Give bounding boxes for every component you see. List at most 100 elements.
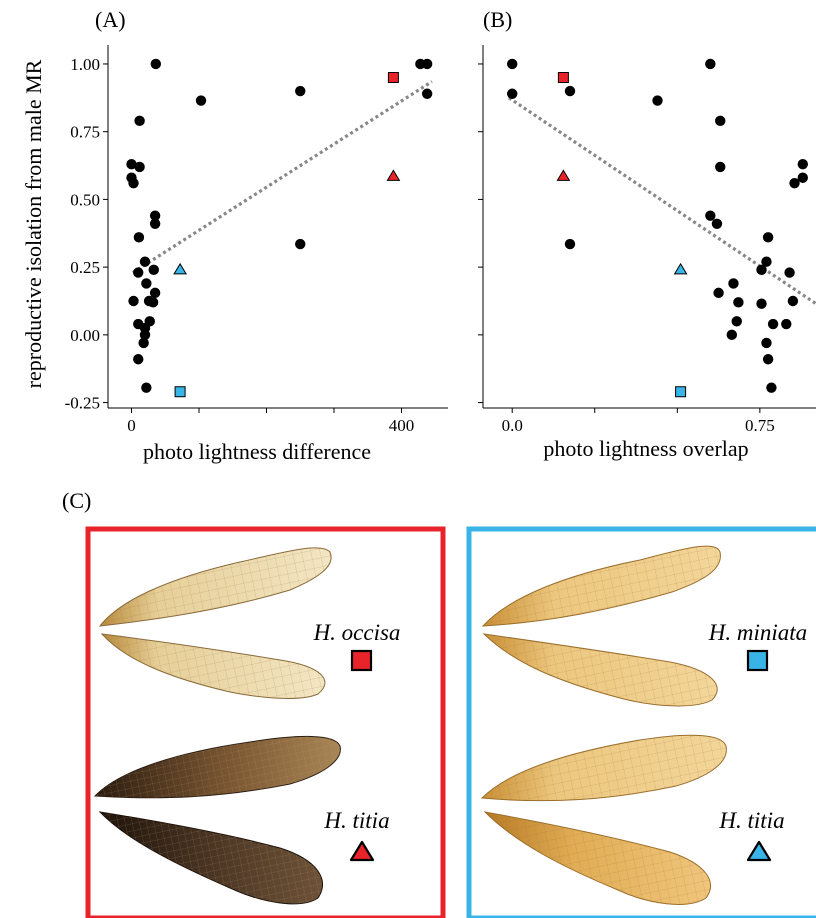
data-point xyxy=(133,232,145,243)
panel-b-points xyxy=(507,58,808,393)
data-point xyxy=(781,318,792,330)
data-point xyxy=(138,337,149,349)
data-point xyxy=(126,158,137,170)
data-point xyxy=(128,295,139,307)
species-marker-triangle-blue xyxy=(173,262,187,275)
data-point xyxy=(789,177,800,189)
panel-a-x-ticks: 0 400 xyxy=(127,408,414,435)
wing-photo-titia-amber xyxy=(480,734,727,905)
y-tick-label: 0.25 xyxy=(70,258,100,277)
y-tick-label: -0.25 xyxy=(65,394,100,413)
data-point xyxy=(713,287,724,299)
species-marker-triangle-red xyxy=(556,169,571,181)
panel-c-label: (C) xyxy=(62,488,91,513)
y-tick-label: 1.00 xyxy=(70,55,100,74)
species-marker-triangle-blue xyxy=(673,262,688,275)
wing-photo-titia-dark xyxy=(93,735,341,905)
legend-triangle-red xyxy=(349,840,375,862)
species-marker-square-red xyxy=(387,72,399,84)
data-point xyxy=(733,297,744,308)
data-point xyxy=(756,298,767,309)
data-point xyxy=(705,210,716,221)
panel-a-y-ticks: -0.25 0.00 0.25 0.50 0.75 1.00 xyxy=(65,55,108,413)
data-point xyxy=(139,329,151,341)
panel-c: (C) H. occisa H. titia xyxy=(62,488,816,918)
data-point xyxy=(652,95,663,106)
data-point xyxy=(705,58,716,70)
wing-photo-miniata xyxy=(481,545,721,707)
x-tick-label: 0 xyxy=(127,416,136,435)
species-label-miniata: H. miniata xyxy=(708,620,807,645)
data-point xyxy=(564,85,576,97)
data-point xyxy=(133,354,144,365)
data-point xyxy=(128,177,139,189)
panel-b-x-axis-title: photo lightness overlap xyxy=(543,436,748,461)
data-point xyxy=(149,210,161,221)
panel-a-species-markers xyxy=(173,72,401,398)
panel-b-species-markers xyxy=(556,72,688,398)
wing-box-left: H. occisa H. titia xyxy=(85,526,446,918)
wing-box-right: H. miniata H. titia xyxy=(466,526,816,918)
data-point xyxy=(797,172,808,183)
panel-a: (A) -0.25 0.00 0.25 0.50 0.75 1.00 0 400 photo… xyxy=(21,7,448,464)
species-label-occisa: H. occisa xyxy=(313,620,401,645)
panel-b: (B) 0.0 0.75 photo lightness overlap xyxy=(478,7,816,461)
data-point xyxy=(762,232,774,243)
legend-triangle-blue xyxy=(746,840,772,862)
panel-a-label: (A) xyxy=(95,7,126,32)
y-tick-label: 0.50 xyxy=(70,190,100,209)
data-point xyxy=(150,58,161,70)
data-point xyxy=(715,161,726,173)
data-point xyxy=(148,264,159,276)
legend-square-blue xyxy=(746,649,769,672)
data-point xyxy=(139,256,151,267)
x-tick-label: 0.0 xyxy=(502,416,523,435)
data-point xyxy=(133,267,144,278)
data-point xyxy=(141,278,152,289)
panel-a-trend-line xyxy=(131,80,433,274)
data-point xyxy=(766,382,777,393)
data-point xyxy=(761,337,772,349)
data-point xyxy=(728,278,739,289)
data-point xyxy=(295,85,306,97)
x-tick-label: 400 xyxy=(389,416,415,435)
panel-b-x-ticks: 0.0 0.75 xyxy=(502,408,775,435)
data-point xyxy=(295,238,306,250)
data-point xyxy=(784,267,795,278)
species-marker-square-red xyxy=(557,72,569,84)
panel-a-points xyxy=(126,58,433,393)
species-marker-triangle-red xyxy=(386,169,401,181)
data-point xyxy=(134,161,145,173)
panel-b-label: (B) xyxy=(483,7,512,32)
wing-box-right-border xyxy=(466,526,816,918)
y-tick-label: 0.00 xyxy=(70,326,100,345)
data-point xyxy=(421,88,433,99)
panel-b-trend-line xyxy=(508,96,816,306)
x-tick-label: 0.75 xyxy=(745,416,775,435)
species-label-titia-right: H. titia xyxy=(718,808,784,833)
data-point xyxy=(149,287,161,299)
data-point xyxy=(564,238,576,250)
data-point xyxy=(507,58,518,70)
y-tick-label: 0.75 xyxy=(70,123,100,142)
data-point xyxy=(797,158,808,170)
y-axis-title: reproductive isolation from male MR xyxy=(21,59,46,388)
data-point xyxy=(726,329,737,341)
species-marker-square-blue xyxy=(675,386,687,398)
data-point xyxy=(711,218,723,229)
data-point xyxy=(731,316,742,327)
species-marker-square-blue xyxy=(174,386,186,398)
species-label-titia-left: H. titia xyxy=(323,808,389,833)
data-point xyxy=(149,218,161,229)
data-point xyxy=(147,297,159,308)
panel-b-y-ticks xyxy=(478,63,483,404)
data-point xyxy=(756,264,767,276)
data-point xyxy=(141,382,152,393)
data-point xyxy=(507,88,518,99)
data-point xyxy=(715,115,726,127)
data-point xyxy=(421,58,433,70)
data-point xyxy=(134,115,145,127)
data-point xyxy=(761,256,772,267)
legend-square-red xyxy=(350,649,373,672)
